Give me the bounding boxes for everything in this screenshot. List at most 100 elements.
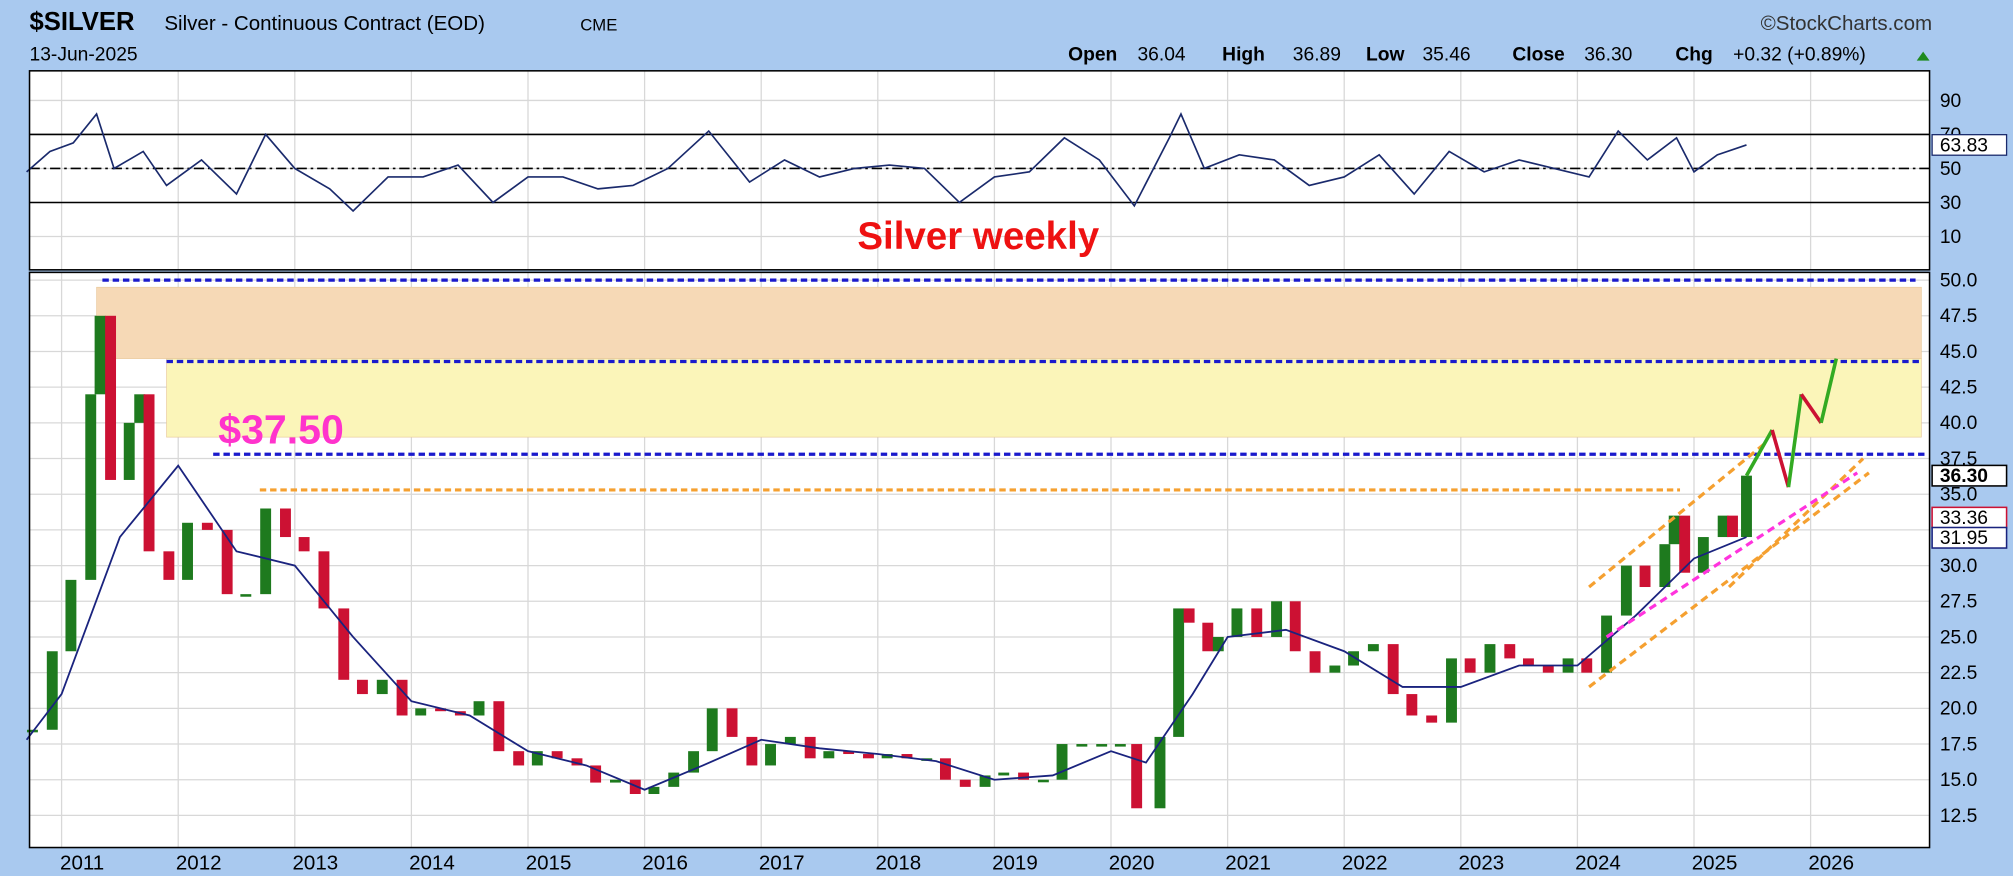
- candle: [1464, 658, 1476, 673]
- candle: [1114, 744, 1126, 747]
- projection: [1744, 429, 1774, 477]
- y-tick-label: 10: [1940, 227, 1961, 248]
- candle: [648, 786, 660, 795]
- trend-channel: [1588, 471, 1870, 689]
- candle: [1406, 694, 1418, 716]
- candle: [260, 508, 272, 595]
- quote-value: 35.46: [1422, 45, 1470, 66]
- rsi-line: [26, 112, 1747, 213]
- x-tick-label: 2018: [876, 852, 922, 875]
- x-tick-label: 2020: [1109, 852, 1155, 875]
- moving-average: [25, 464, 1747, 791]
- candle: [1096, 744, 1108, 747]
- candle: [356, 679, 368, 695]
- x-tick-label: 2025: [1692, 852, 1738, 875]
- candle: [435, 708, 446, 712]
- candle: [1446, 658, 1457, 723]
- y-tick-label: 25.0: [1940, 627, 1977, 648]
- candle: [1387, 644, 1399, 695]
- y-tick-label: 35.0: [1940, 485, 1977, 506]
- candle: [901, 754, 913, 759]
- y-tick-label: 22.5: [1940, 663, 1977, 684]
- candle: [571, 758, 583, 766]
- y-tick-label: 30.0: [1940, 556, 1977, 577]
- candle: [1426, 715, 1438, 723]
- y-tick-label: 17.5: [1940, 734, 1977, 755]
- trend-channel: [1605, 471, 1859, 639]
- source: ©StockCharts.com: [1761, 12, 1932, 35]
- candle: [1183, 608, 1195, 623]
- price-label: 33.36: [1940, 508, 1988, 529]
- candle: [1504, 644, 1516, 659]
- x-tick-label: 2012: [176, 852, 222, 875]
- panel-border: [28, 271, 1931, 849]
- candle: [843, 751, 855, 755]
- candle: [1581, 658, 1593, 673]
- panel-border: [28, 70, 1931, 271]
- candle: [513, 751, 525, 766]
- y-tick-label: 50: [1940, 159, 1961, 180]
- candle: [1741, 475, 1752, 538]
- candle: [979, 775, 991, 787]
- y-tick-label: 47.5: [1940, 306, 1977, 327]
- x-tick-label: 2026: [1808, 852, 1854, 875]
- candle: [1131, 744, 1143, 809]
- candle: [1056, 744, 1068, 780]
- candle: [1659, 544, 1671, 588]
- trend-channel: [1727, 457, 1865, 589]
- candle: [590, 765, 602, 783]
- candle: [959, 779, 971, 787]
- candle: [629, 779, 641, 795]
- candle: [1329, 665, 1341, 673]
- candle: [240, 594, 252, 597]
- candle: [221, 529, 233, 595]
- candle: [143, 394, 155, 552]
- candle: [726, 708, 738, 737]
- y-tick-label: 50.0: [1940, 270, 1977, 291]
- y-tick-label: 20.0: [1940, 699, 1977, 720]
- quote-value: 36.04: [1137, 45, 1185, 66]
- candle: [1348, 651, 1359, 666]
- candle: [415, 708, 427, 716]
- candle: [1601, 615, 1613, 673]
- up-arrow: [1916, 51, 1930, 61]
- candle: [1212, 636, 1224, 652]
- candle: [998, 772, 1010, 776]
- quote-label: Chg: [1675, 45, 1712, 66]
- candle: [1173, 608, 1185, 737]
- y-tick-label: 90: [1940, 91, 1961, 112]
- candle: [473, 701, 485, 716]
- quote-value: +0.32 (+0.89%): [1733, 45, 1866, 66]
- last-value-label: 63.83: [1940, 135, 1988, 156]
- x-tick-label: 2019: [992, 852, 1038, 875]
- candle: [746, 736, 758, 766]
- price-label-box: [1931, 464, 2008, 487]
- candle: [706, 708, 718, 752]
- candle: [1202, 622, 1214, 652]
- candle: [182, 522, 193, 580]
- projection: [1799, 393, 1823, 424]
- candle: [280, 508, 291, 538]
- candle: [318, 551, 330, 609]
- x-tick-label: 2022: [1342, 852, 1388, 875]
- x-tick-label: 2015: [526, 852, 572, 875]
- zone-band: [166, 358, 1922, 438]
- candle: [1309, 651, 1321, 673]
- quote: Open 36.04 High 36.89 Low 35.46 Close 36.30 Chg +…: [1068, 45, 1866, 66]
- candle: [94, 315, 106, 395]
- quote-value: 36.89: [1293, 45, 1341, 66]
- y-tick-label: 27.5: [1940, 592, 1977, 613]
- instrument-name: Silver - Continuous Contract (EOD): [164, 12, 485, 35]
- candle: [1522, 658, 1534, 666]
- candle: [46, 651, 58, 730]
- candle: [376, 679, 388, 695]
- y-tick-label: 40.0: [1940, 413, 1977, 434]
- candle: [1289, 601, 1301, 652]
- candle: [298, 537, 310, 552]
- price-label: 36.30: [1940, 466, 1988, 487]
- candle: [1154, 736, 1166, 809]
- projection: [1786, 394, 1804, 488]
- exchange: CME: [580, 15, 617, 34]
